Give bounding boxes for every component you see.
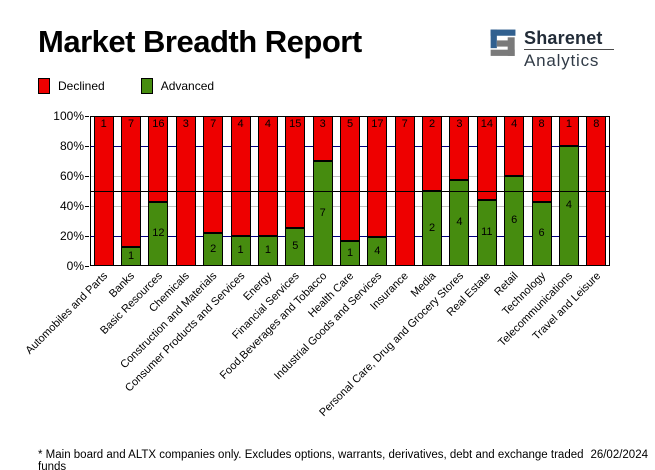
advanced-value-label: 11: [481, 226, 493, 238]
advanced-value-label: 2: [210, 242, 217, 255]
declined-value-label: 7: [401, 118, 408, 130]
bar-declined-5: [203, 116, 224, 233]
declined-value-label: 3: [319, 118, 326, 130]
declined-value-label: 17: [371, 118, 384, 130]
report-date: 26/02/2024: [590, 449, 648, 461]
advanced-value-label: 1: [346, 246, 354, 259]
y-axis-label: 60%: [59, 169, 84, 183]
advanced-value-label: 6: [511, 214, 518, 226]
bar-declined-6: [230, 116, 251, 236]
advanced-value-label: 4: [456, 216, 463, 228]
advanced-value-label: 1: [237, 244, 244, 256]
declined-value-label: 1: [100, 118, 107, 130]
sharenet-logo-text: Sharenet Analytics: [524, 28, 614, 71]
brand-name: Sharenet: [524, 28, 603, 48]
advanced-color-swatch: [140, 78, 153, 94]
declined-value-label: 3: [182, 118, 189, 130]
bar-declined-11: [367, 116, 388, 237]
y-axis-tick: [85, 146, 89, 147]
gridline-50: [90, 191, 610, 192]
declined-value-label: 1: [565, 118, 572, 130]
legend-item-advanced: Advanced: [140, 78, 215, 94]
brand-subtitle: Analytics: [524, 51, 600, 70]
declined-value-label: 3: [456, 118, 463, 130]
advanced-value-label: 5: [292, 240, 299, 252]
y-axis-tick: [85, 236, 89, 237]
x-axis-label: Automobiles and Parts: [23, 270, 111, 357]
declined-value-label: 5: [346, 118, 354, 130]
sharenet-logo: Sharenet Analytics: [486, 28, 614, 71]
declined-value-label: 7: [127, 118, 135, 130]
declined-value-label: 2: [429, 118, 436, 130]
y-axis-label: 40%: [59, 199, 84, 213]
declined-value-label: 4: [264, 118, 271, 130]
y-axis-tick: [85, 176, 89, 177]
legend-label-declined: Declined: [58, 79, 105, 93]
advanced-value-label: 7: [319, 206, 326, 219]
advanced-value-label: 12: [152, 227, 165, 239]
legend-label-advanced: Advanced: [160, 79, 215, 93]
chart-footer: * Main board and ALTX companies only. Ex…: [0, 449, 655, 470]
y-axis-label: 0%: [66, 259, 84, 273]
bar-declined-10: [340, 116, 360, 241]
y-axis-label: 80%: [59, 139, 84, 153]
advanced-value-label: 1: [264, 244, 271, 256]
y-axis-label: 20%: [59, 229, 84, 243]
bar-declined-2: [121, 116, 142, 247]
bar-declined-8: [285, 116, 306, 228]
page-title: Market Breadth Report: [38, 24, 362, 59]
declined-value-label: 7: [210, 118, 217, 130]
y-axis-tick: [85, 116, 89, 117]
y-axis-tick: [85, 206, 89, 207]
declined-color-swatch: [38, 78, 50, 94]
footnote-text: * Main board and ALTX companies only. Ex…: [38, 449, 584, 470]
advanced-value-label: 6: [538, 227, 545, 239]
advanced-value-label: 1: [127, 249, 135, 262]
declined-value-label: 4: [511, 118, 518, 130]
declined-value-label: 16: [152, 118, 165, 130]
advanced-value-label: 2: [429, 221, 436, 234]
sharenet-logo-icon: [486, 28, 517, 64]
declined-value-label: 15: [289, 118, 302, 130]
declined-value-label: 8: [538, 118, 545, 130]
brand-divider: [524, 49, 614, 50]
advanced-value-label: 4: [374, 244, 381, 257]
bar-declined-7: [257, 116, 278, 236]
chart-legend: Declined Advanced: [38, 78, 214, 94]
declined-value-label: 4: [237, 118, 244, 130]
y-axis-tick: [85, 266, 89, 267]
declined-value-label: 8: [593, 118, 600, 130]
declined-value-label: 14: [480, 118, 493, 130]
legend-item-declined: Declined: [38, 78, 105, 94]
y-axis-label: 100%: [53, 109, 84, 123]
advanced-value-label: 4: [565, 199, 572, 211]
